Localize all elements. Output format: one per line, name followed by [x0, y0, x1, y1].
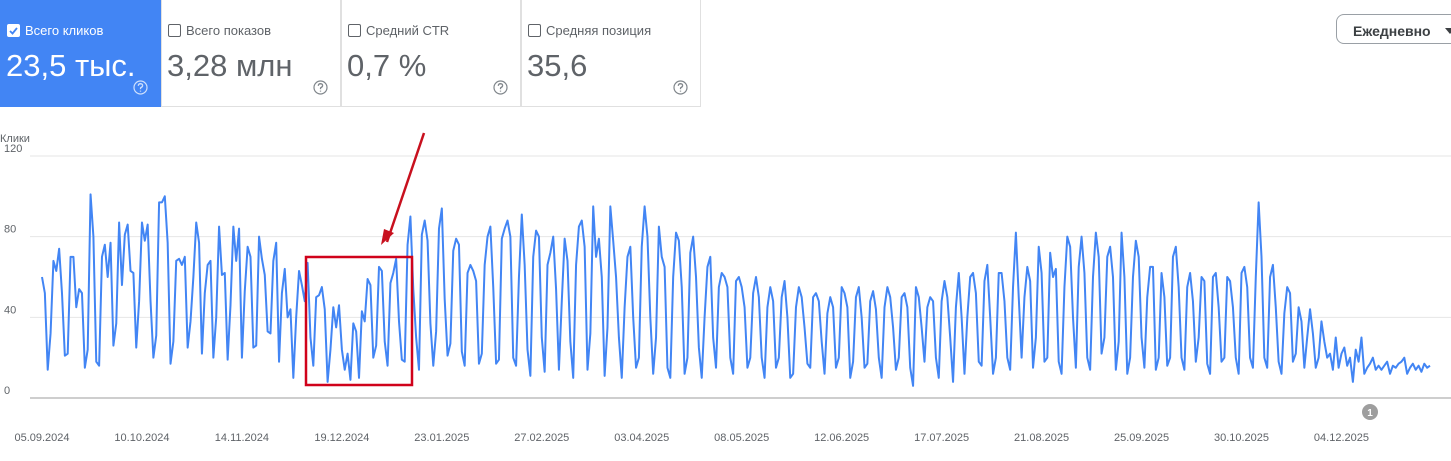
checkbox — [528, 24, 541, 37]
metric-value: 23,5 тыс. — [6, 48, 136, 83]
metric-label: Всего кликов — [25, 23, 104, 38]
x-tick-label: 03.04.2025 — [614, 432, 669, 444]
period-label: Ежедневно — [1353, 23, 1431, 39]
help-glyph — [497, 83, 504, 92]
period-dropdown[interactable]: Ежедневно — [1336, 14, 1451, 44]
y-axis-label: Клики — [0, 133, 30, 145]
help-icon — [493, 80, 508, 95]
help-circle — [493, 80, 508, 95]
help-glyph — [677, 83, 684, 92]
check-icon — [9, 27, 18, 35]
checkbox — [168, 24, 181, 37]
x-tick-label: 05.09.2024 — [14, 432, 69, 444]
chart: Клики 0 40 80 120 05.09.2024 10.10.2024 14.11.… — [0, 132, 1451, 444]
x-tick-label: 27.02.2025 — [514, 432, 569, 444]
y-tick-label: 80 — [4, 224, 16, 236]
help-circle — [133, 80, 148, 95]
check-mark — [9, 27, 18, 35]
highlight-box — [304, 255, 414, 387]
checkbox — [348, 24, 361, 37]
help-glyph — [137, 83, 144, 92]
help-icon — [133, 80, 148, 95]
event-marker[interactable] — [1362, 404, 1378, 420]
help-circle — [313, 80, 328, 95]
help-circle — [673, 80, 688, 95]
metric-label: Всего показов — [186, 23, 271, 38]
dropdown-arrow — [1445, 28, 1451, 34]
metric-label: Средняя позиция — [546, 23, 652, 38]
x-tick-label: 10.10.2024 — [114, 432, 169, 444]
y-tick-label: 40 — [4, 304, 16, 316]
metric-value: 35,6 — [527, 48, 588, 83]
x-tick-label: 19.12.2024 — [314, 432, 369, 444]
x-tick-label: 30.10.2025 — [1214, 432, 1269, 444]
arrow-head — [381, 229, 394, 245]
annotation-arrow — [385, 132, 426, 243]
help-icon — [673, 80, 688, 95]
metric-card[interactable]: Средняя позиция 35,6 — [521, 0, 701, 107]
metric-card[interactable]: Всего кликов 23,5 тыс. — [0, 0, 161, 107]
x-tick-label: 25.09.2025 — [1114, 432, 1169, 444]
metric-value: 0,7 % — [347, 48, 427, 83]
x-tick-label: 08.05.2025 — [714, 432, 769, 444]
metric-value: 3,28 млн — [167, 48, 293, 83]
event-marker-label: 1 — [1367, 408, 1373, 419]
x-tick-label: 14.11.2024 — [215, 432, 269, 444]
help-glyph — [317, 83, 324, 92]
clicks-line — [41, 193, 1431, 387]
metric-card[interactable]: Всего показов 3,28 млн — [161, 0, 341, 107]
x-tick-label: 23.01.2025 — [414, 432, 469, 444]
x-tick-label: 17.07.2025 — [914, 432, 969, 444]
y-tick-label: 120 — [4, 143, 22, 155]
help-icon — [313, 80, 328, 95]
x-tick-label: 12.06.2025 — [814, 432, 869, 444]
x-tick-label: 21.08.2025 — [1014, 432, 1069, 444]
y-tick-label: 0 — [4, 385, 10, 397]
checkbox — [7, 24, 20, 37]
metric-card[interactable]: Средний CTR 0,7 % — [341, 0, 521, 107]
metric-label: Средний CTR — [366, 23, 450, 38]
x-tick-label: 04.12.2025 — [1314, 432, 1369, 444]
